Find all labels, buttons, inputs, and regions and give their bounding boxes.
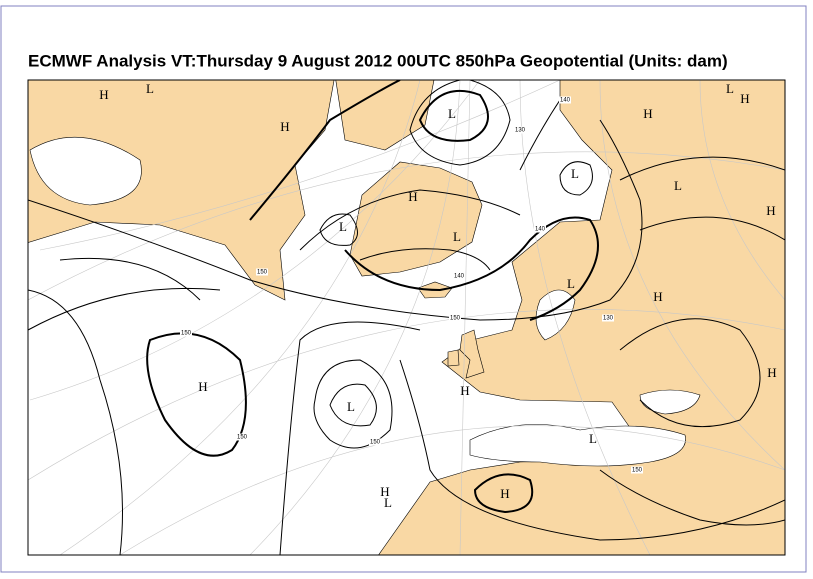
contour (418, 90, 489, 142)
contour-label-bg (631, 466, 643, 474)
contour (28, 80, 511, 555)
contour-label: 130 (515, 128, 526, 134)
pressure-center: H (280, 119, 289, 134)
contour (28, 119, 785, 541)
north-america (28, 80, 335, 301)
pressure-center: H (460, 383, 469, 398)
pressure-center: L (589, 431, 597, 446)
pressure-center: H (766, 203, 775, 218)
pressure-center: H (198, 379, 207, 394)
contour (319, 156, 785, 428)
black-sea (639, 389, 701, 415)
pressure-center: L (726, 81, 734, 96)
contour-label: 140 (454, 274, 465, 280)
contour-label: 150 (450, 316, 461, 322)
contour-label-bg (534, 225, 546, 233)
contour (313, 359, 393, 449)
britain (459, 329, 485, 379)
pressure-center: L (146, 81, 154, 96)
contour-label-bg (514, 126, 526, 134)
pressure-center: H (643, 106, 652, 121)
contour-label-bg (453, 272, 465, 280)
pressure-center: H (408, 189, 417, 204)
pressure-center: L (453, 229, 461, 244)
arctic-islands (335, 80, 435, 151)
pressure-center: L (347, 399, 355, 414)
contour-label: 130 (603, 316, 614, 322)
pressure-center: L (384, 495, 392, 510)
mediterranean (469, 424, 686, 467)
contour-label: 150 (632, 468, 643, 474)
pressure-center: H (99, 87, 108, 102)
contour-label: 150 (181, 331, 192, 337)
pressure-center: L (448, 106, 456, 121)
contour-label: 150 (237, 435, 248, 441)
pressure-center: H (500, 486, 509, 501)
pressure-center: L (339, 219, 347, 234)
contour-label: 150 (370, 440, 381, 446)
map-area (28, 80, 785, 555)
contour-label: 150 (257, 270, 268, 276)
contour-label-bg (180, 329, 192, 337)
contour (299, 99, 785, 526)
map-border (27, 79, 786, 556)
contour-label-bg (602, 314, 614, 322)
greenland (349, 161, 483, 277)
ireland (447, 349, 460, 367)
hudson-bay (29, 136, 142, 206)
contour-label: 140 (560, 98, 571, 104)
pressure-center: H (740, 91, 749, 106)
contour-label-bg (236, 433, 248, 441)
pressure-center: H (380, 484, 389, 499)
pressure-center: H (767, 365, 776, 380)
contour-label-bg (449, 314, 461, 322)
contour (146, 332, 247, 457)
contour-label-bg (369, 438, 381, 446)
pressure-center: L (571, 166, 579, 181)
contour (473, 473, 534, 514)
contour-label: 140 (535, 227, 546, 233)
contour-label-bg (559, 96, 571, 104)
pressure-center: H (653, 289, 662, 304)
map-title: ECMWF Analysis VT:Thursday 9 August 2012… (28, 51, 728, 70)
graticule (28, 80, 785, 555)
pressure-center: L (567, 276, 575, 291)
pressure-center: L (674, 178, 682, 193)
contour-label-bg (256, 268, 268, 276)
